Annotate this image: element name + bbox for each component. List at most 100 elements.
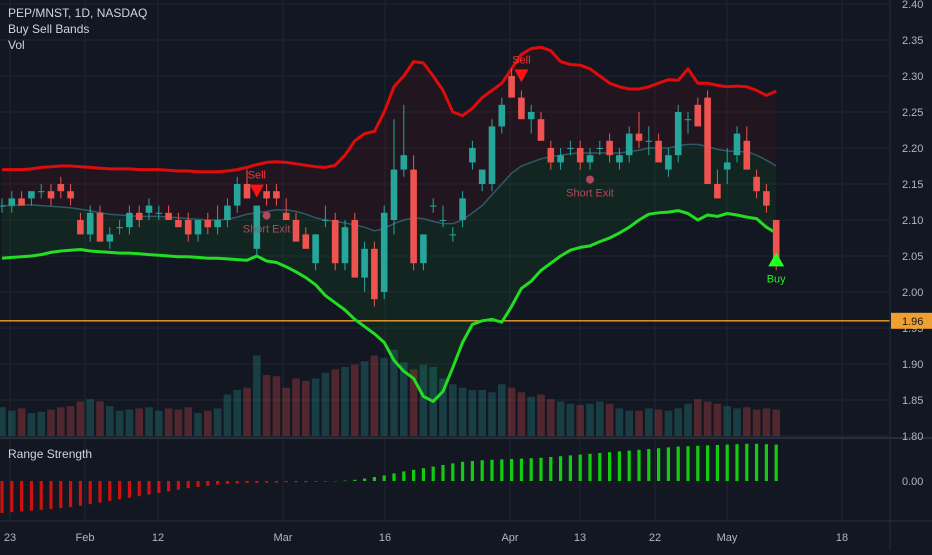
- candle-body: [194, 220, 202, 235]
- candle-body: [292, 220, 300, 242]
- range-strength-bar: [725, 444, 729, 481]
- volume-bar: [772, 409, 780, 436]
- buy-label: Buy: [767, 273, 786, 285]
- candle-body: [469, 148, 476, 163]
- price-tick-label: 2.10: [902, 215, 923, 227]
- range-strength-bar: [451, 463, 455, 481]
- volume-bar: [360, 361, 369, 436]
- lower-band-fill: [2, 144, 777, 402]
- price-tick-label: 2.30: [902, 71, 923, 83]
- range-strength-bar: [59, 481, 63, 509]
- range-strength-bar: [715, 445, 719, 481]
- range-strength-bar: [529, 458, 533, 481]
- candle-body: [175, 220, 182, 228]
- candle-body: [331, 220, 339, 264]
- price-tick-label: 2.15: [902, 179, 923, 191]
- range-strength-bar: [696, 445, 700, 481]
- candle-body: [645, 140, 653, 142]
- candle-body: [233, 184, 241, 206]
- candle-body: [0, 205, 6, 207]
- indicator-legend-buy-sell-bands[interactable]: Buy Sell Bands: [8, 22, 90, 36]
- candle-body: [341, 227, 349, 264]
- candle-body: [772, 220, 780, 264]
- range-strength-bar: [519, 458, 523, 481]
- candle-body: [47, 191, 55, 199]
- volume-bar: [537, 394, 545, 436]
- volume-bar: [733, 408, 741, 436]
- range-strength-bar: [196, 481, 200, 487]
- range-strength-bar: [539, 457, 543, 481]
- candle-body: [253, 205, 261, 249]
- volume-bar: [145, 407, 153, 436]
- candle-body: [537, 119, 545, 141]
- volume-bar: [302, 380, 310, 436]
- volume-bar: [37, 411, 45, 436]
- volume-bar: [321, 372, 330, 436]
- volume-bar: [703, 401, 712, 436]
- volume-bar: [468, 390, 477, 436]
- range-strength-bar: [559, 456, 563, 481]
- candle-body: [184, 220, 192, 235]
- range-strength-bar: [588, 453, 592, 481]
- volume-bar: [233, 390, 241, 436]
- candle-body: [224, 205, 231, 220]
- volume-bar: [155, 410, 163, 436]
- candle-body: [723, 162, 731, 170]
- volume-bar: [743, 407, 751, 436]
- volume-bar: [76, 401, 85, 436]
- range-strength-bar: [10, 481, 14, 513]
- candle-body: [694, 104, 702, 127]
- candle-body: [67, 191, 74, 199]
- range-strength-bar: [470, 461, 474, 481]
- candle-body: [596, 148, 604, 149]
- volume-bar: [262, 375, 271, 436]
- range-strength-bar: [764, 444, 768, 481]
- candle-body: [704, 97, 711, 184]
- range-strength-bar: [510, 459, 514, 481]
- candle-body: [214, 220, 221, 228]
- range-strength-bar: [461, 461, 465, 481]
- range-strength-bar: [647, 449, 651, 481]
- candle-body: [527, 112, 535, 120]
- volume-bar: [66, 406, 75, 436]
- range-strength-bar: [108, 481, 112, 501]
- volume-bar: [547, 399, 555, 436]
- range-strength-bar: [441, 465, 445, 481]
- range-strength-bar: [0, 481, 4, 513]
- candle-body: [674, 112, 682, 156]
- volume-bar: [174, 409, 183, 436]
- candle-body: [126, 212, 133, 228]
- volume-bar: [135, 408, 143, 436]
- symbol-legend[interactable]: PEP/MNST, 1D, NASDAQ: [8, 6, 148, 20]
- candle-body: [302, 234, 310, 249]
- time-tick-label: 12: [152, 532, 164, 544]
- range-strength-bar: [274, 481, 278, 483]
- range-strength-bar: [676, 446, 680, 481]
- candle-body: [390, 169, 398, 220]
- volume-bar: [419, 364, 428, 436]
- volume-bar: [8, 410, 16, 436]
- volume-bar: [713, 403, 722, 436]
- candle-body: [145, 205, 153, 213]
- candle-body: [37, 191, 45, 193]
- volume-bar: [400, 362, 408, 436]
- range-strength-bar: [29, 481, 33, 511]
- volume-bar: [370, 355, 379, 436]
- price-level-tag: [891, 312, 932, 329]
- volume-bar: [478, 390, 486, 436]
- volume-bar: [223, 394, 232, 436]
- indicator-legend-vol[interactable]: Vol: [8, 38, 25, 52]
- range-strength-bar: [706, 445, 710, 481]
- price-tick-label: 2.00: [902, 287, 923, 299]
- candle-body: [498, 104, 506, 127]
- range-strength-bar: [235, 481, 239, 484]
- volume-bar: [625, 410, 633, 436]
- range-strength-legend[interactable]: Range Strength: [8, 447, 93, 461]
- volume-bar: [664, 410, 673, 436]
- candle-body: [733, 133, 741, 156]
- time-tick-label: 22: [649, 532, 661, 544]
- range-strength-bar: [500, 459, 504, 481]
- price-tick-label: 1.90: [902, 359, 923, 371]
- volume-bar: [57, 407, 65, 436]
